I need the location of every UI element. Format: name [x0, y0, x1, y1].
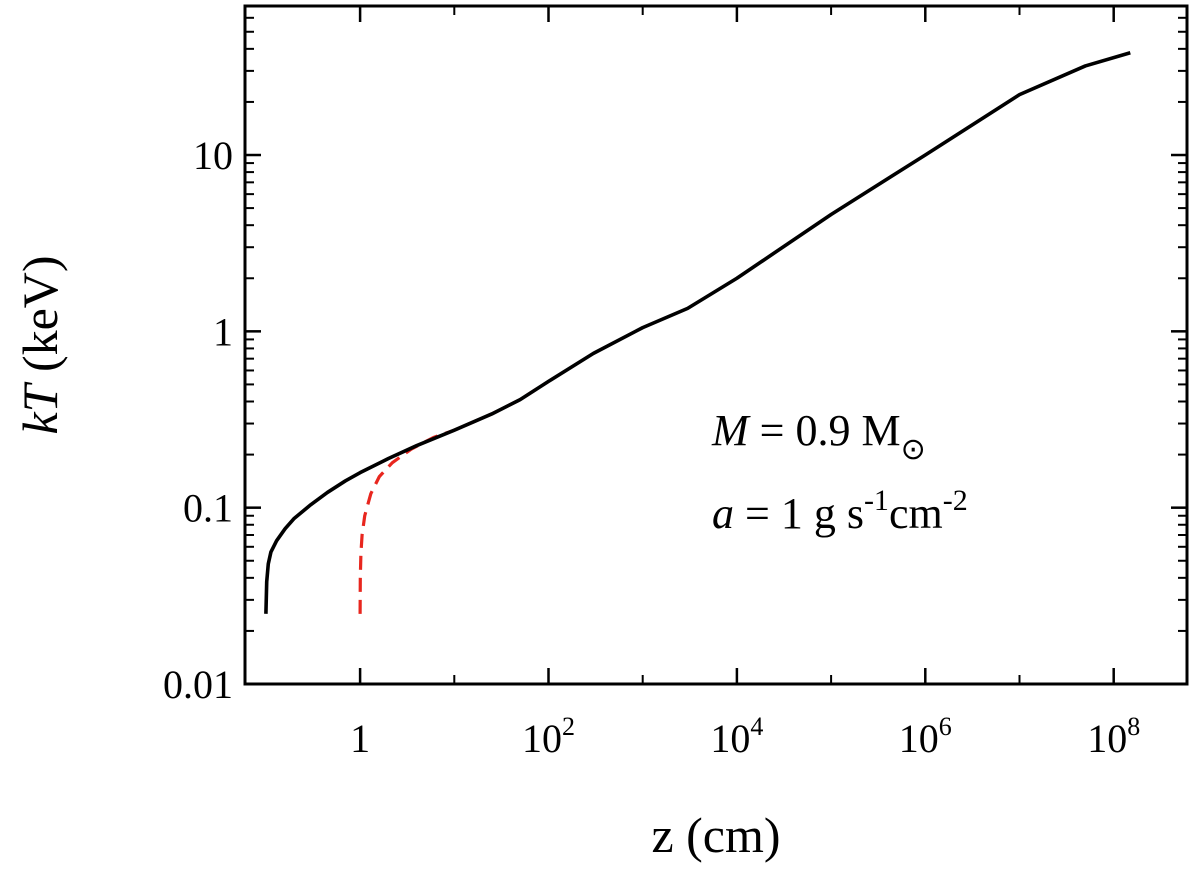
- x-tick-label-exp: 2: [562, 712, 575, 741]
- y-tick-label: 1: [213, 309, 233, 354]
- y-tick-label: 10: [193, 133, 233, 178]
- y-axis-title: kT (keV): [12, 255, 68, 434]
- y-tick-label: 0.01: [163, 662, 233, 707]
- x-tick-label: 108: [1087, 712, 1140, 761]
- x-tick-label-exp: 8: [1127, 712, 1140, 741]
- y-tick-label: 0.1: [183, 486, 233, 531]
- x-tick-label-base: 10: [710, 716, 750, 761]
- x-tick-label-exp: 6: [939, 712, 952, 741]
- annotation-mass-sub: ⊙: [901, 433, 926, 466]
- annotation-mass-var: M: [711, 406, 751, 455]
- y-axis-title-var: kT: [12, 381, 68, 434]
- x-tick-label: 102: [522, 712, 575, 761]
- plot-frame: [243, 4, 1189, 686]
- annotation-accretion-sup2: -2: [943, 484, 968, 517]
- annotation-accretion-sup1: -1: [864, 484, 889, 517]
- annotation-mass-eq: = 0.9 M: [749, 406, 901, 455]
- annotation-accretion-mid: cm: [889, 489, 943, 538]
- annotation-mass: M = 0.9 M⊙: [711, 406, 926, 466]
- x-tick-label: 1: [350, 716, 370, 761]
- x-tick-label-base: 10: [522, 716, 562, 761]
- series-group: [264, 51, 1131, 614]
- x-tick-label-base: 10: [1087, 716, 1127, 761]
- x-tick-label-exp: 4: [750, 712, 763, 741]
- annotation-accretion-eq: = 1 g s: [734, 489, 864, 538]
- y-axis-title-unit: (keV): [12, 255, 68, 384]
- x-tick-label: 106: [899, 712, 952, 761]
- x-tick-label-base: 1: [350, 716, 370, 761]
- annotation-accretion-var: a: [712, 489, 734, 538]
- annotation-accretion: a = 1 g s-1cm-2: [712, 484, 968, 538]
- dashed-red-series-line: [358, 380, 550, 614]
- solid-black-series-line: [264, 51, 1131, 614]
- x-axis-title: z (cm): [651, 807, 780, 863]
- x-tick-label: 104: [710, 712, 763, 761]
- x-tick-label-base: 10: [899, 716, 939, 761]
